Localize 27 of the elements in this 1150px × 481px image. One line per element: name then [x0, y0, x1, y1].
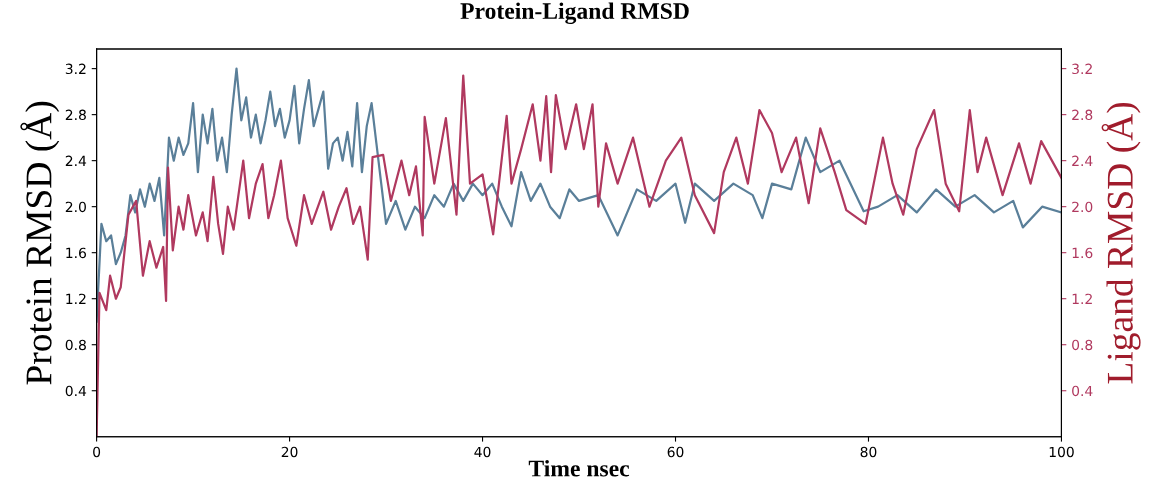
x-tick-label: 40	[474, 446, 491, 458]
y2-tick-label: 1.2	[1072, 293, 1092, 304]
y2-tick-label: 1.6	[1072, 247, 1093, 259]
y-tick-label: 2.8	[65, 109, 86, 121]
x-tick-label: 0	[93, 446, 101, 458]
x-tick-label: 80	[860, 446, 877, 458]
x-tick-label: 20	[281, 446, 298, 458]
y-tick-label: 1.6	[66, 247, 86, 259]
y2-axis-title: Ligand RMSD (Å)	[1101, 102, 1141, 384]
x-axis-title: Time nsec	[528, 459, 630, 477]
y2-tick-label: 2.4	[1072, 155, 1093, 166]
chart-title: Protein-Ligand RMSD	[460, 2, 689, 24]
y-tick-label: 0.4	[65, 385, 87, 397]
y-axis-title: Protein RMSD (Å)	[20, 101, 60, 385]
y-tick-label: 2.4	[65, 155, 87, 166]
y2-tick-label: 0.4	[1072, 385, 1093, 397]
y2-tick-label: 0.8	[1072, 339, 1093, 351]
y-tick-label: 0.8	[65, 339, 86, 351]
x-tick-label: 100	[1049, 446, 1074, 458]
y-tick-label: 1.2	[66, 293, 86, 304]
y-tick-label: 3.2	[65, 63, 86, 75]
x-tick-label: 60	[667, 446, 684, 458]
y2-tick-label: 2.8	[1072, 109, 1093, 121]
y2-tick-label: 2.0	[1072, 201, 1093, 213]
line-series	[96, 67, 1062, 323]
y2-tick-label: 3.2	[1072, 63, 1092, 75]
y-tick-label: 2.0	[65, 201, 86, 213]
